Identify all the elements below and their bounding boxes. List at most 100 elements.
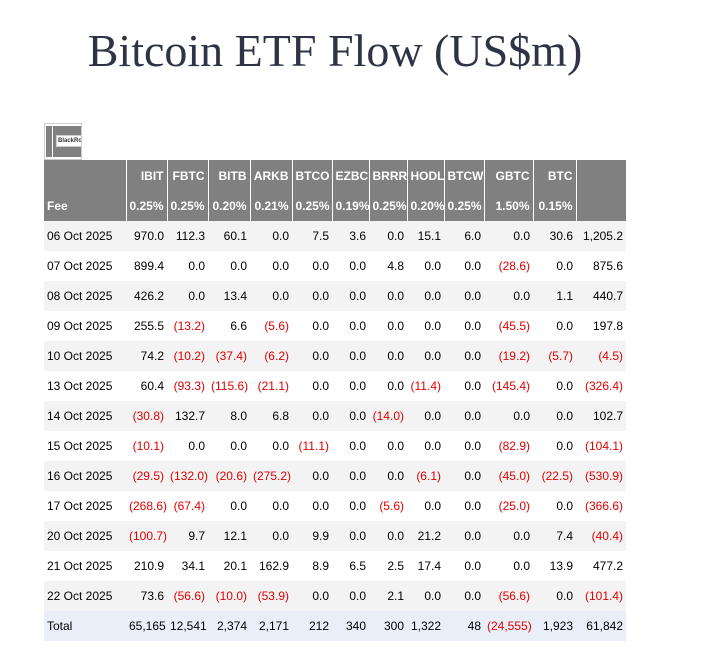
total-row: Total 65,165 12,541 2,374 2,171 212 340 300 1,32… (44, 611, 626, 641)
flow-cell: 0.0 (533, 431, 576, 461)
flow-cell: (40.4) (576, 521, 626, 551)
flow-cell: 0.0 (533, 401, 576, 431)
fee-cell: 0.25% (291, 191, 332, 221)
flow-cell: 0.0 (250, 251, 292, 281)
flow-cell: 0.0 (292, 401, 332, 431)
flow-cell: 0.0 (167, 281, 208, 311)
flow-cell: (530.9) (576, 461, 626, 491)
flow-row: 09 Oct 2025 255.5 (13.2) 6.6 (5.6) 0.0 0.0 0.0 0… (44, 311, 626, 341)
ticker-header: BITB (207, 160, 250, 191)
fund-logo: BlackRock (56, 134, 81, 147)
flow-cell: 74.2 (126, 341, 167, 371)
flow-cell: 0.0 (332, 311, 369, 341)
flow-cell: 0.0 (332, 401, 369, 431)
flow-cell: (25.0) (484, 491, 533, 521)
flow-cell: 0.0 (484, 521, 533, 551)
flow-cell: 60.4 (126, 371, 167, 401)
flow-cell: 102.7 (576, 401, 626, 431)
flow-cell: 0.0 (167, 431, 208, 461)
date-cell: 09 Oct 2025 (44, 311, 126, 341)
date-cell: 20 Oct 2025 (44, 521, 126, 551)
flow-cell: (5.7) (533, 341, 576, 371)
ticker-header: BTC (532, 160, 576, 191)
fee-cell: 0.21% (249, 191, 292, 221)
flow-cell: 30.6 (533, 221, 576, 251)
flow-cell: 0.0 (369, 281, 407, 311)
ticker-header: FBTC (166, 160, 208, 191)
date-cell: 08 Oct 2025 (44, 281, 126, 311)
flow-cell: (100.7) (126, 521, 167, 551)
flow-cell: (104.1) (576, 431, 626, 461)
flow-cell: 0.0 (407, 281, 444, 311)
flow-row: 06 Oct 2025 970.0 112.3 60.1 0.0 7.5 3.6 0.0 15.… (44, 221, 626, 251)
flow-cell: (53.9) (250, 581, 292, 611)
flow-cell: 0.0 (292, 281, 332, 311)
page-title: Bitcoin ETF Flow (US$m) (87, 25, 583, 76)
flow-cell: 0.0 (407, 311, 444, 341)
flow-cell: (45.5) (484, 311, 533, 341)
flow-cell: 0.0 (250, 221, 292, 251)
flow-cell: 8.9 (292, 551, 332, 581)
ticker-header: BTCW (443, 160, 484, 191)
date-cell: 17 Oct 2025 (44, 491, 126, 521)
logo-row: BlackRockFidelityBitwiseARK INVESTInvesc… (44, 123, 82, 160)
flow-cell: 0.0 (444, 401, 484, 431)
flow-cell: 0.0 (369, 521, 407, 551)
flow-cell: 0.0 (332, 581, 369, 611)
ticker-header: BRRR (368, 160, 407, 191)
flow-cell: (366.6) (576, 491, 626, 521)
flow-cell: 162.9 (250, 551, 292, 581)
flow-row: 08 Oct 2025 426.2 0.0 13.4 0.0 0.0 0.0 0.0 0.0 0.… (44, 281, 626, 311)
flow-cell: 0.0 (369, 371, 407, 401)
flow-cell: (14.0) (369, 401, 407, 431)
flow-cell: 0.0 (332, 251, 369, 281)
flow-cell: 112.3 (167, 221, 208, 251)
flow-cell: (28.6) (484, 251, 533, 281)
fee-cell: 0.19% (331, 191, 369, 221)
total-cell: 2,171 (250, 611, 292, 641)
flow-cell: 0.0 (332, 491, 369, 521)
flow-cell: 0.0 (407, 341, 444, 371)
total-cell: 1,923 (533, 611, 576, 641)
total-cell: 12,541 (167, 611, 208, 641)
flow-cell: 9.9 (292, 521, 332, 551)
flow-cell: 0.0 (484, 221, 533, 251)
corner-cell (46, 126, 53, 157)
flow-cell: 0.0 (484, 281, 533, 311)
flow-cell: 0.0 (332, 431, 369, 461)
total-cell: 65,165 (126, 611, 167, 641)
flow-cell: 0.0 (533, 311, 576, 341)
flow-cell: 0.0 (444, 341, 484, 371)
flow-cell: (56.6) (167, 581, 208, 611)
flow-cell: 0.0 (208, 251, 250, 281)
flow-cell: 0.0 (444, 491, 484, 521)
flow-cell: 0.0 (369, 431, 407, 461)
ticker-header: ARKB (249, 160, 292, 191)
flow-cell: (4.5) (576, 341, 626, 371)
flow-cell: (29.5) (126, 461, 167, 491)
flow-cell: (11.4) (407, 371, 444, 401)
fee-label: Fee (44, 191, 126, 221)
date-cell: 15 Oct 2025 (44, 431, 126, 461)
flow-cell: 7.5 (292, 221, 332, 251)
flow-cell: 6.6 (208, 311, 250, 341)
flow-cell: 0.0 (533, 371, 576, 401)
flow-row: 07 Oct 2025 899.4 0.0 0.0 0.0 0.0 0.0 4.8 0.0 0.0… (44, 251, 626, 281)
fee-row: Fee 0.25% 0.25% 0.20% 0.21% 0.25% 0.19% 0.25% 0.… (44, 191, 626, 221)
flow-cell: 60.1 (208, 221, 250, 251)
date-cell: 10 Oct 2025 (44, 341, 126, 371)
flow-cell: 0.0 (292, 491, 332, 521)
total-cell: 61,842 (576, 611, 626, 641)
flow-cell: 6.0 (444, 221, 484, 251)
flow-cell: 0.0 (292, 311, 332, 341)
date-cell: 13 Oct 2025 (44, 371, 126, 401)
flow-cell: 0.0 (407, 491, 444, 521)
flow-cell: 0.0 (332, 281, 369, 311)
flow-cell: 0.0 (167, 251, 208, 281)
flow-cell: 0.0 (369, 311, 407, 341)
flow-cell: (37.4) (208, 341, 250, 371)
flow-cell: 12.1 (208, 521, 250, 551)
flow-cell: (22.5) (533, 461, 576, 491)
blank-cell (575, 160, 626, 191)
